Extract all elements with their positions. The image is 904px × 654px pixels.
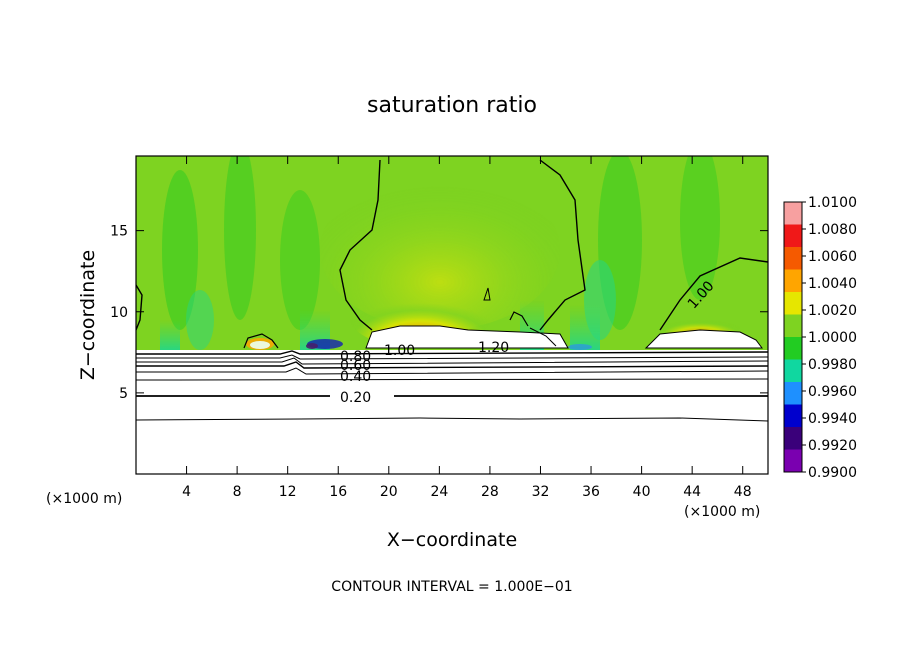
- plot-area: [136, 156, 768, 474]
- y-axis-title: Z−coordinate: [77, 250, 99, 380]
- colorbar-swatch: [784, 247, 802, 270]
- x-tick-label: 40: [633, 484, 651, 500]
- cloud-patch-right: [644, 329, 763, 349]
- x-unit-label-left: (×1000 m): [46, 491, 122, 507]
- x-tick-label: 16: [329, 484, 347, 500]
- cloud-patch-center: [365, 325, 569, 349]
- colorbar-label: 0.9980: [808, 357, 857, 373]
- colorbar-label: 1.0020: [808, 303, 857, 319]
- contour-interval-note: CONTOUR INTERVAL = 1.000E−01: [331, 579, 572, 595]
- x-tick-label: 48: [734, 484, 752, 500]
- contour-lines: [136, 159, 768, 422]
- y-tick-label: 5: [119, 386, 128, 402]
- x-tick-label: 44: [683, 484, 701, 500]
- contour-label: 0.40: [340, 369, 371, 385]
- x-tick-label: 36: [582, 484, 600, 500]
- contour-label: 0.80: [340, 349, 371, 365]
- colorbar-label: 1.0060: [808, 249, 857, 265]
- contour-labels: 0.20 0.40 0.60 0.80 1.00 1.20 1.00: [340, 278, 718, 406]
- chart-title: saturation ratio: [367, 93, 537, 118]
- colorbar-swatch: [784, 269, 802, 293]
- contour-label: 0.20: [340, 390, 371, 406]
- x-axis-title: X−coordinate: [387, 529, 517, 551]
- stable-layer: [136, 350, 768, 474]
- y-axis-ticks: 5 10 15: [110, 224, 768, 402]
- colorbar-label: 1.0040: [808, 276, 857, 292]
- colorbar-swatch: [784, 404, 802, 428]
- colorbar-swatch: [784, 337, 802, 360]
- colorbar-label: 1.0100: [808, 195, 857, 211]
- colorbar-label: 0.9900: [808, 465, 857, 481]
- plot-frame: [135, 155, 769, 475]
- x-tick-label: 28: [481, 484, 499, 500]
- colorbar-label: 1.0000: [808, 330, 857, 346]
- contour-label: 0.60: [340, 358, 371, 374]
- colorbar: 1.0100 1.0080 1.0060 1.0040 1.0020 1.0000 0.99…: [783, 195, 857, 481]
- colorbar-label: 0.9940: [808, 411, 857, 427]
- colorbar-swatch: [784, 314, 802, 338]
- x-tick-label: 8: [233, 484, 242, 500]
- x-unit-label-right: (×1000 m): [684, 504, 760, 520]
- colorbar-label: 0.9920: [808, 438, 857, 454]
- x-tick-label: 32: [532, 484, 550, 500]
- colorbar-swatch: [784, 202, 802, 225]
- x-axis-ticks: 4 8 12 16 20 24 28 32 36 40 44 48: [182, 156, 752, 500]
- colorbar-swatch: [784, 224, 802, 248]
- x-tick-label: 24: [430, 484, 448, 500]
- contour-label: 1.00: [384, 343, 415, 359]
- colorbar-swatch: [784, 382, 802, 405]
- colorbar-swatch: [784, 359, 802, 383]
- x-tick-label: 12: [279, 484, 297, 500]
- colorbar-label: 0.9960: [808, 384, 857, 400]
- x-tick-label: 4: [182, 484, 191, 500]
- colorbar-label: 1.0080: [808, 222, 857, 238]
- colorbar-swatch: [784, 449, 802, 473]
- colorbar-swatch: [784, 427, 802, 450]
- y-tick-label: 15: [110, 224, 128, 240]
- contour-label: 1.20: [478, 340, 509, 356]
- colorbar-swatch: [784, 292, 802, 315]
- x-tick-label: 20: [380, 484, 398, 500]
- y-tick-label: 10: [110, 305, 128, 321]
